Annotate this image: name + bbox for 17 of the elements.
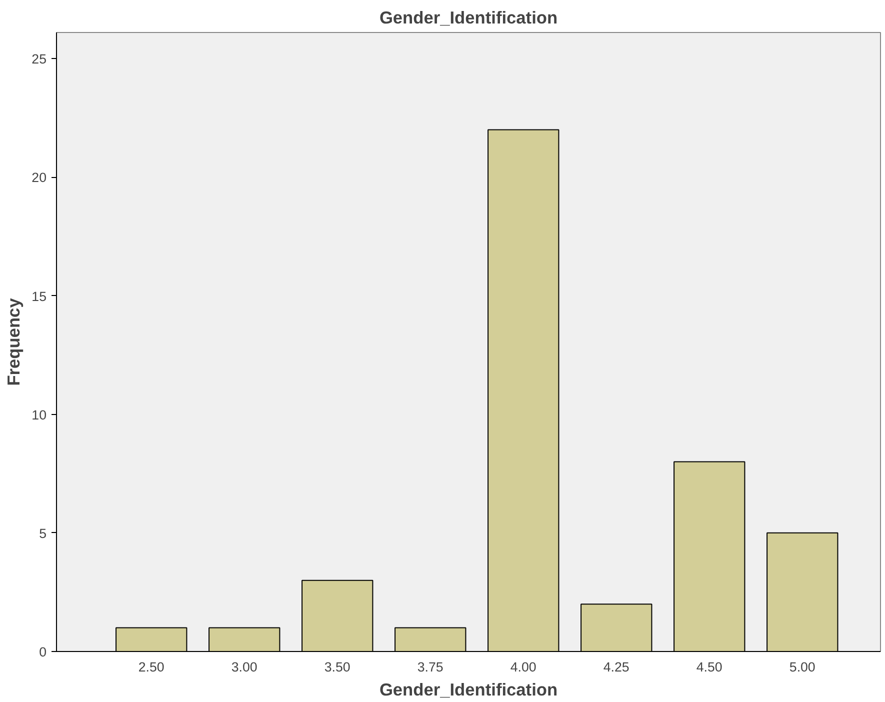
x-tick-label: 4.25	[603, 660, 630, 674]
y-tick-label: 5	[39, 526, 47, 541]
x-tick-label: 4.00	[510, 660, 536, 674]
y-tick-label: 10	[32, 407, 47, 422]
x-axis-title: Gender_Identification	[379, 680, 558, 700]
x-tick-label: 3.75	[417, 660, 444, 674]
y-tick-label: 0	[39, 644, 47, 660]
x-tick-label: 3.50	[324, 660, 350, 674]
y-axis-title: Frequency	[4, 298, 24, 386]
y-tick-label: 20	[32, 170, 47, 186]
chart-title: Gender_Identification	[379, 8, 558, 28]
x-tick-label: 4.50	[696, 660, 722, 674]
y-tick-label: 15	[32, 288, 47, 304]
x-tick-label: 3.00	[231, 660, 258, 674]
y-tick-label: 25	[32, 52, 47, 67]
x-tick-label: 5.00	[789, 660, 816, 674]
x-tick-label: 2.50	[138, 660, 164, 674]
